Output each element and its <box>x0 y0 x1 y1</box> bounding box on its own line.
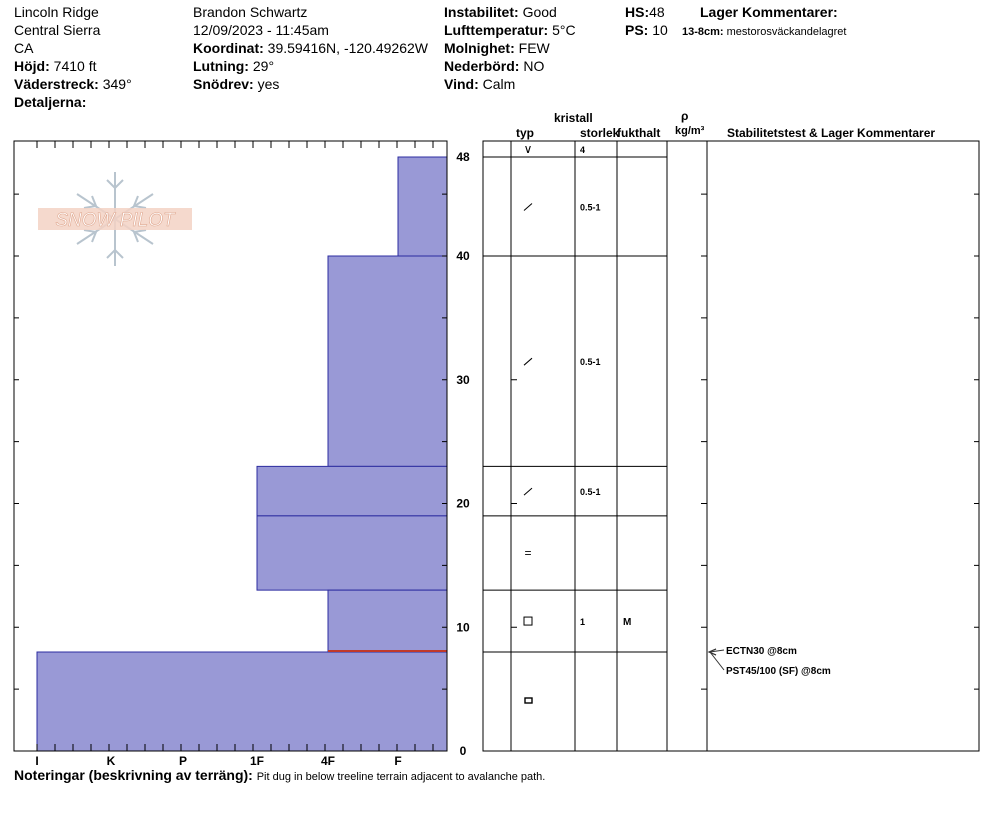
crystal-type-symbol: = <box>524 546 531 560</box>
wind-row: Vind: Calm <box>444 76 515 93</box>
header-rho: ρ <box>681 109 689 123</box>
crystal-type-symbol <box>523 616 533 626</box>
header-density-unit: kg/m³ <box>675 125 705 137</box>
hs-label: HS: <box>625 4 650 20</box>
ps-label: PS: <box>625 22 649 38</box>
x-tick-label: 4F <box>321 754 335 768</box>
slope-value: 29° <box>252 58 275 74</box>
layer-comment: 13-8cm: mestorosväckandelagret <box>682 24 846 41</box>
logo-banner <box>38 208 192 230</box>
crystal-moisture: M <box>623 617 631 628</box>
hs-value: 48 <box>649 4 665 20</box>
coordinate-label: Koordinat: <box>193 40 264 56</box>
notes-label: Noteringar (beskrivning av terräng): <box>14 767 253 783</box>
y-tick-label: 10 <box>456 620 470 634</box>
wind-label: Vind: <box>444 76 479 92</box>
x-tick-label: P <box>179 754 187 768</box>
stability-test-leader <box>709 651 725 671</box>
hardness-layer <box>397 156 448 257</box>
precip-value: NO <box>523 58 545 74</box>
sky-label: Molnighet: <box>444 40 515 56</box>
plot-frame <box>13 140 448 752</box>
sky-value: FEW <box>518 40 550 56</box>
stability-value: Good <box>522 4 557 20</box>
location-state: CA <box>14 40 34 56</box>
precip-label: Nederbörd: <box>444 58 520 74</box>
observer-name: Brandon Schwartz <box>193 4 308 20</box>
crystal-type-symbol <box>523 203 533 211</box>
coordinate-value: 39.59416N, -120.49262W <box>267 40 428 56</box>
y-tick-label: 40 <box>456 249 470 263</box>
crystal-type-symbol <box>523 357 533 366</box>
crystal-size: 0.5-1 <box>580 487 601 497</box>
layer-comments-title: Lager Kommentarer: <box>700 4 838 20</box>
stability-test-label: ECTN30 @8cm <box>726 646 797 657</box>
layer-comment-range: 13-8cm: <box>682 26 724 38</box>
y-tick-label: 0 <box>460 744 467 758</box>
hardness-layer <box>327 589 448 653</box>
slope-label: Lutning: <box>193 58 249 74</box>
x-tick-label: I <box>35 754 38 768</box>
air-temp-row: Lufttemperatur: 5°C <box>444 22 576 39</box>
stability-test-leader <box>709 649 725 653</box>
ps-row: PS: 10 <box>625 22 668 39</box>
crystal-size: 0.5-1 <box>580 203 601 213</box>
x-tick-label: F <box>394 754 401 768</box>
crystal-size: 4 <box>580 145 585 155</box>
observation-datetime: 12/09/2023 - 11:45am <box>193 22 329 38</box>
air-temp-label: Lufttemperatur: <box>444 22 549 38</box>
air-temp-value: 5°C <box>552 22 576 38</box>
aspect-value: 349° <box>102 76 132 92</box>
notes-row: Noteringar (beskrivning av terräng): Pit… <box>14 767 545 786</box>
wind-loading-row: Snödrev: yes <box>193 76 279 93</box>
crystal-type-symbol <box>523 487 533 496</box>
hardness-layer <box>256 465 448 517</box>
crystal-size: 1 <box>580 617 585 627</box>
elevation-value: 7410 ft <box>53 58 97 74</box>
header-typ: typ <box>516 126 534 140</box>
header-stability-tests: Stabilitetstest & Lager Kommentarer <box>727 126 936 140</box>
aspect-label: Väderstreck: <box>14 76 99 92</box>
hardness-layer <box>327 255 448 467</box>
stability-row: Instabilitet: Good <box>444 4 557 21</box>
details-label: Detaljerna: <box>14 94 87 110</box>
hardness-layer <box>36 651 448 752</box>
y-tick-label: 48 <box>456 150 470 164</box>
elevation-label: Höjd: <box>14 58 50 74</box>
y-tick-label: 20 <box>456 497 470 511</box>
sky-row: Molnighet: FEW <box>444 40 550 57</box>
wind-loading-label: Snödrev: <box>193 76 254 92</box>
wind-loading-value: yes <box>257 76 280 92</box>
ps-value: 10 <box>652 22 668 38</box>
stability-test-label: PST45/100 (SF) @8cm <box>726 666 831 677</box>
aspect-row: Väderstreck: 349° <box>14 76 132 93</box>
logo-text: SNOW PILOT <box>55 210 176 231</box>
wind-value: Calm <box>482 76 516 92</box>
crystal-type-symbol <box>524 697 533 704</box>
x-tick-label: K <box>107 754 116 768</box>
elevation-row: Höjd: 7410 ft <box>14 58 96 75</box>
header-storlek: storlek <box>580 126 620 140</box>
header-fukthalt: fukthalt <box>617 126 661 140</box>
crystal-type-symbol: ∨ <box>524 142 533 156</box>
notes-text: Pit dug in below treeline terrain adjace… <box>256 771 546 783</box>
header-kristall: kristall <box>554 111 593 125</box>
hardness-layer <box>256 515 448 591</box>
hs-row: HS:48 <box>625 4 665 21</box>
y-tick-label: 30 <box>456 373 470 387</box>
precip-row: Nederbörd: NO <box>444 58 544 75</box>
crystal-size: 0.5-1 <box>580 357 601 367</box>
location-range: Central Sierra <box>14 22 101 38</box>
crystal-table-frame <box>482 140 980 752</box>
location-name: Lincoln Ridge <box>14 4 99 20</box>
x-tick-label: 1F <box>250 754 264 768</box>
stability-label: Instabilitet: <box>444 4 519 20</box>
layer-comment-text: mestorosväckandelagret <box>726 26 847 38</box>
slope-row: Lutning: 29° <box>193 58 274 75</box>
stability-test-arrow <box>707 648 717 656</box>
coordinate-row: Koordinat: 39.59416N, -120.49262W <box>193 40 428 57</box>
